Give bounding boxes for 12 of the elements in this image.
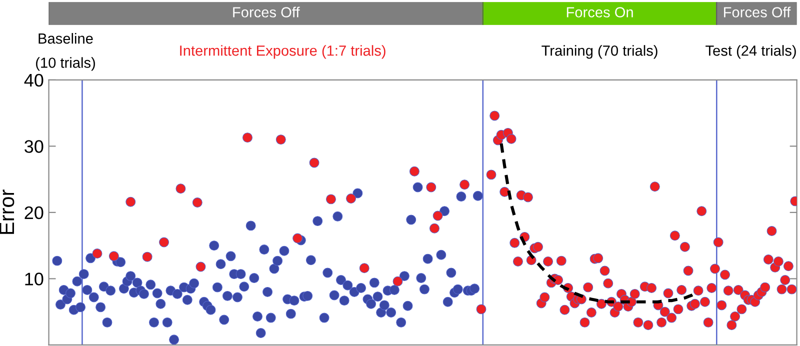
text: Training (70 trials) <box>542 45 658 59</box>
y-tick-label: 20 <box>24 206 44 220</box>
text: Test (24 trials) <box>706 45 796 59</box>
text: Forces On <box>566 7 633 18</box>
text: Intermittent Exposure (1:7 trials) <box>180 45 386 59</box>
text: Forces Off <box>724 6 791 18</box>
y-axis-title: Error <box>0 190 14 234</box>
y-tick-label: 30 <box>24 140 44 153</box>
text: Forces Off <box>233 6 300 18</box>
y-tick-label: 40 <box>24 74 44 87</box>
y-tick-label: 10 <box>25 272 44 286</box>
text: Baseline (10 trials) <box>36 33 95 71</box>
